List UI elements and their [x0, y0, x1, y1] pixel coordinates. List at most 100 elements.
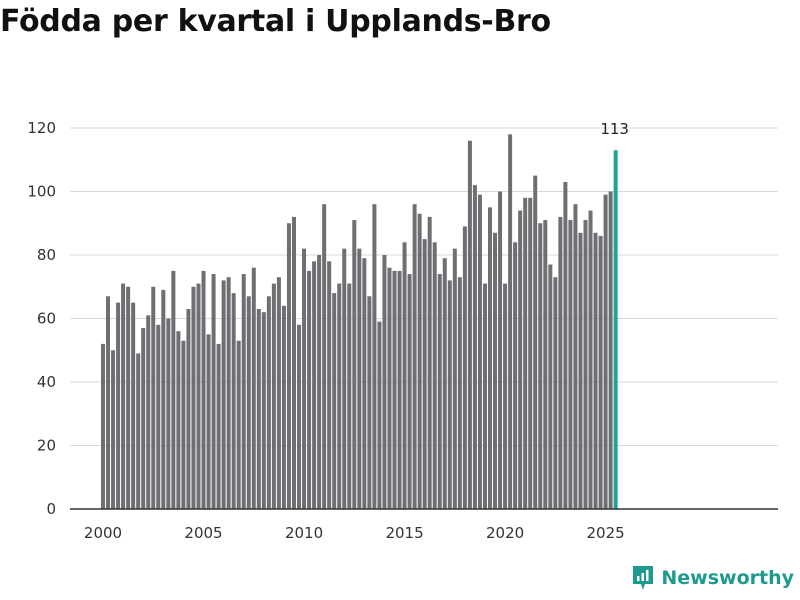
bar	[101, 343, 105, 509]
bar	[352, 220, 357, 509]
x-tick-label: 2015	[385, 524, 423, 542]
bar	[121, 283, 126, 509]
bar	[317, 255, 322, 509]
bar	[322, 204, 327, 509]
bar	[312, 261, 317, 509]
bar	[256, 308, 261, 509]
bar	[367, 296, 372, 509]
bar	[457, 277, 462, 509]
bar	[281, 305, 286, 509]
y-tick-label: 80	[37, 246, 56, 264]
bar	[271, 283, 276, 509]
bar	[523, 197, 528, 509]
bar	[578, 232, 583, 509]
bar	[206, 334, 211, 509]
bar	[558, 216, 563, 509]
bar	[236, 340, 241, 509]
bar	[131, 302, 136, 509]
bar	[603, 194, 608, 510]
bar	[402, 242, 407, 510]
brand-name: Newsworthy	[661, 567, 794, 589]
bar	[392, 270, 397, 509]
bar	[563, 181, 568, 509]
bar	[538, 223, 543, 509]
bar	[106, 296, 111, 509]
bar	[332, 293, 337, 509]
bar	[382, 255, 387, 509]
x-tick-label: 2025	[587, 524, 625, 542]
bar	[161, 289, 166, 509]
chart-title: Födda per kvartal i Upplands-Bro	[0, 4, 551, 39]
bar	[422, 239, 427, 509]
bar	[246, 296, 251, 509]
bar	[342, 248, 347, 509]
y-tick-label: 60	[37, 310, 56, 328]
bar	[307, 270, 312, 509]
bar	[503, 283, 508, 509]
bar	[226, 277, 231, 509]
bar	[588, 210, 593, 510]
bar	[151, 286, 156, 509]
bar	[302, 248, 307, 509]
bar	[116, 302, 121, 509]
bar	[286, 223, 291, 509]
newsworthy-logo-icon	[633, 566, 654, 590]
y-axis-ticks: 0 20 40 60 80 100 120	[27, 119, 56, 518]
bar	[181, 340, 186, 509]
bar	[583, 220, 588, 509]
x-tick-label: 2010	[285, 524, 323, 542]
bar	[533, 175, 538, 509]
bar	[472, 185, 477, 509]
bar	[513, 242, 518, 510]
y-tick-label: 0	[46, 500, 56, 518]
x-axis-ticks: 2000 2005 2010 2015 2020 2025	[84, 524, 625, 542]
highlight-data-label: 113	[600, 120, 629, 138]
y-tick-label: 120	[27, 119, 56, 137]
bar	[191, 286, 196, 509]
bar	[442, 258, 447, 509]
bar	[241, 274, 246, 509]
bar	[548, 264, 553, 509]
bar	[493, 232, 498, 509]
bar	[482, 283, 487, 509]
x-tick-label: 2000	[84, 524, 122, 542]
x-tick-label: 2005	[184, 524, 222, 542]
bar	[447, 280, 452, 509]
bar	[347, 283, 352, 509]
bar	[221, 280, 226, 509]
bar	[156, 324, 161, 509]
bar	[201, 270, 206, 509]
bar	[186, 308, 191, 509]
bar	[432, 242, 437, 510]
bar	[437, 274, 442, 509]
bar	[528, 197, 533, 509]
bar	[196, 283, 201, 509]
bar	[477, 194, 482, 510]
brand: Newsworthy	[631, 564, 794, 592]
bar	[387, 267, 392, 509]
bar	[452, 248, 457, 509]
bar	[337, 283, 342, 509]
bar	[362, 258, 367, 509]
bar	[136, 353, 141, 509]
bar	[276, 277, 281, 509]
bar	[266, 296, 271, 509]
bar	[427, 216, 432, 509]
bar	[462, 226, 467, 510]
bar	[417, 213, 422, 509]
bars	[101, 134, 618, 510]
bar	[141, 328, 146, 509]
bar	[397, 270, 402, 509]
bar-highlight	[613, 150, 618, 509]
bar	[377, 321, 382, 509]
bar	[176, 331, 181, 509]
bar	[231, 293, 236, 509]
bar	[608, 191, 613, 509]
bar	[372, 204, 377, 509]
bar	[297, 324, 302, 509]
bar	[291, 216, 296, 509]
bar	[251, 267, 256, 509]
bar	[171, 270, 176, 509]
bar	[543, 220, 548, 509]
